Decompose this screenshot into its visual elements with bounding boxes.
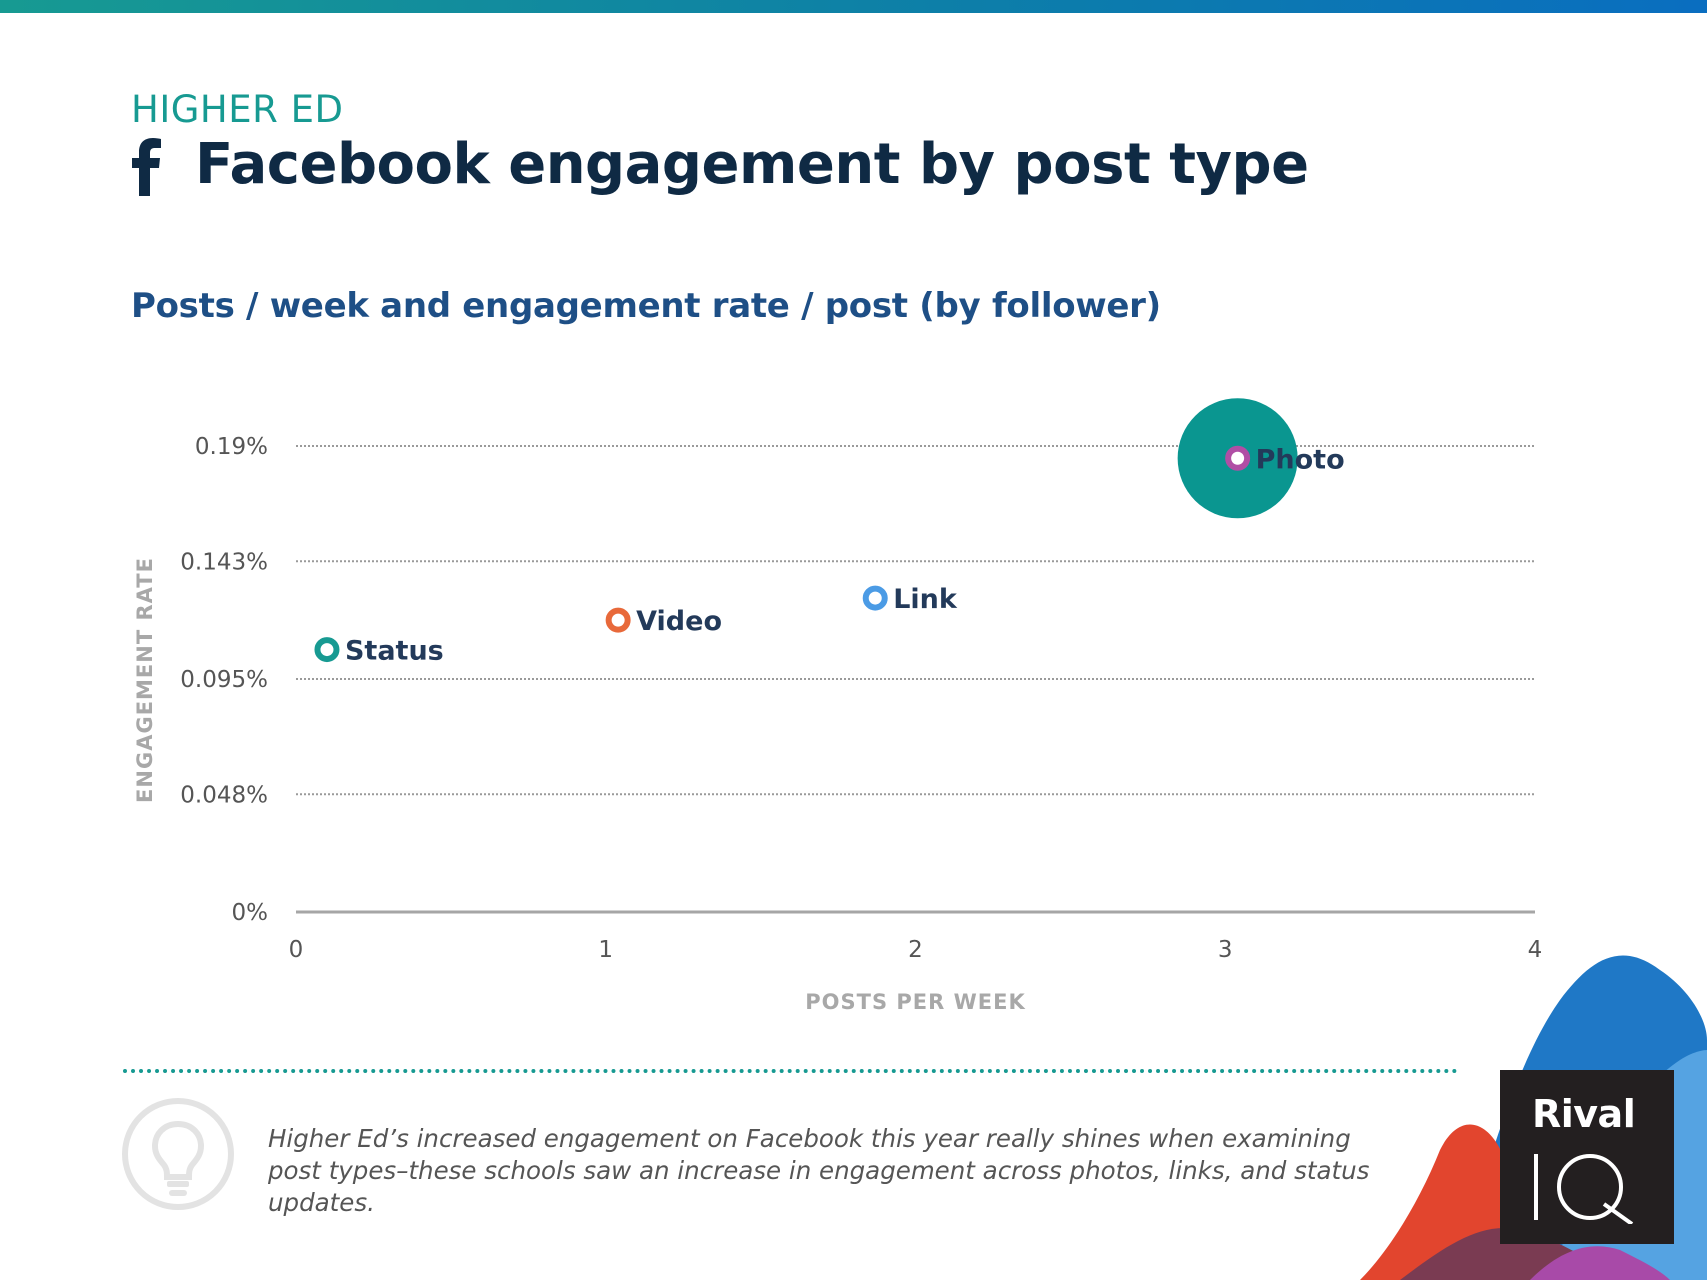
data-point-link: Link	[862, 584, 958, 615]
point-label: Status	[345, 636, 444, 667]
point-label: Video	[636, 606, 722, 637]
x-tick-label: 1	[598, 937, 613, 963]
point-marker	[1225, 445, 1251, 471]
x-tick-label: 4	[1528, 937, 1543, 963]
data-points: Status Video Link Photo	[314, 398, 1345, 667]
insight-text: Higher Ed’s increased engagement on Face…	[268, 1124, 1370, 1217]
scatter-chart: 0% 0.048% 0.095% 0.143% 0.19% 0 1 2 3 4 POSTS PE…	[133, 398, 1543, 1014]
page-title: Facebook engagement by post type	[195, 132, 1309, 197]
point-label: Photo	[1256, 444, 1345, 475]
y-tick-label: 0.095%	[180, 667, 268, 693]
facebook-icon	[132, 138, 161, 196]
point-marker	[605, 607, 631, 633]
logo-wordmark: Rival	[1532, 1092, 1636, 1136]
point-label: Link	[893, 584, 958, 615]
logo-iq-mark	[1534, 1154, 1634, 1224]
x-tick-label: 0	[289, 937, 304, 963]
y-tick-label: 0.19%	[195, 434, 268, 460]
top-accent-bar	[0, 0, 1707, 13]
x-axis-title: POSTS PER WEEK	[805, 990, 1025, 1014]
footer-divider	[123, 1069, 1458, 1073]
x-axis-ticks: 0 1 2 3 4	[289, 937, 1543, 963]
x-tick-label: 2	[908, 937, 923, 963]
rival-iq-logo: Rival	[1500, 1070, 1674, 1244]
lightbulb-icon	[122, 1098, 234, 1210]
data-point-status: Status	[314, 636, 444, 667]
y-tick-label: 0.048%	[180, 782, 268, 808]
industry-label: HIGHER ED	[131, 88, 344, 131]
data-point-video: Video	[605, 606, 722, 637]
y-tick-label: 0.143%	[180, 549, 268, 575]
gridlines	[296, 445, 1535, 796]
point-marker	[862, 585, 888, 611]
y-axis-ticks: 0% 0.048% 0.095% 0.143% 0.19%	[180, 434, 268, 926]
y-axis-title: ENGAGEMENT RATE	[133, 557, 157, 803]
data-point-photo: Photo	[1177, 398, 1345, 519]
x-tick-label: 3	[1218, 937, 1233, 963]
chart-subtitle: Posts / week and engagement rate / post …	[131, 286, 1161, 326]
y-tick-label: 0%	[232, 900, 269, 926]
point-marker	[314, 637, 340, 663]
